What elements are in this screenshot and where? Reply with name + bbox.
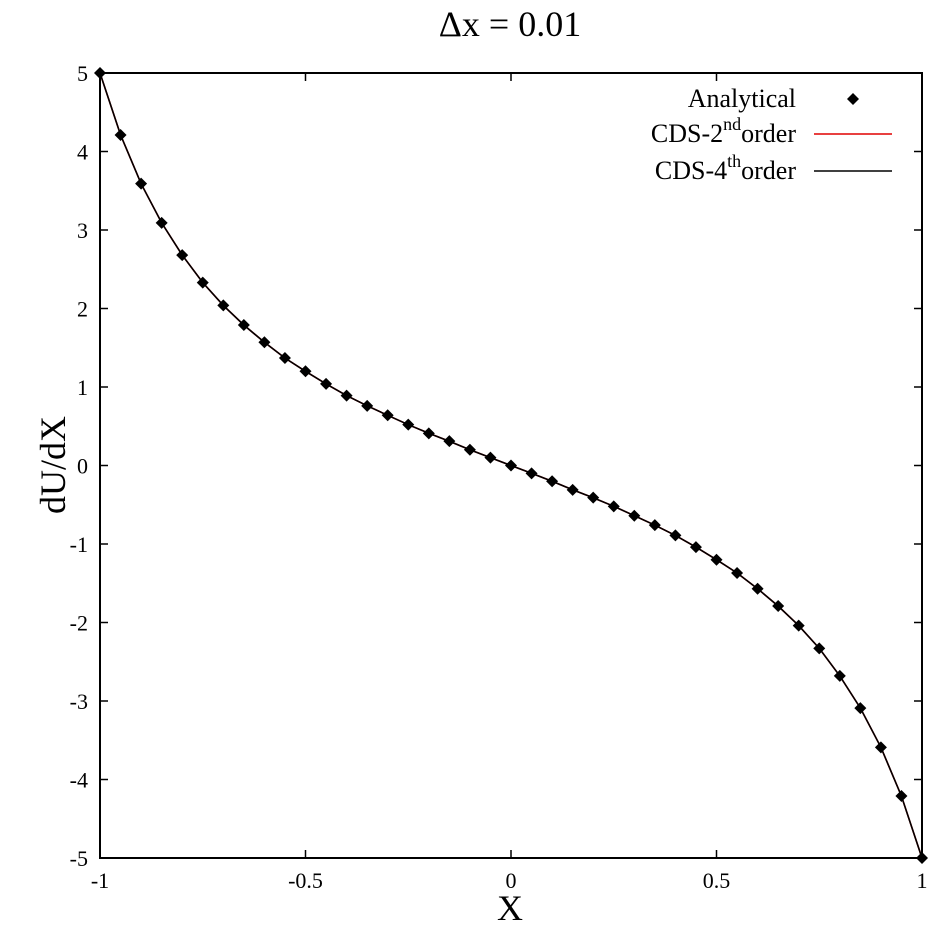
plot-frame — [99, 72, 923, 859]
data-point — [813, 642, 826, 655]
legend-marker — [847, 93, 859, 105]
y-tick-label: 0 — [77, 454, 88, 479]
y-tick-label: 3 — [77, 218, 88, 243]
x-axis-label: X — [497, 888, 523, 928]
data-point — [155, 216, 168, 229]
y-tick-label: -1 — [70, 532, 88, 557]
data-point — [772, 600, 785, 613]
data-point — [237, 318, 250, 331]
data-point — [278, 351, 291, 364]
data-point — [874, 741, 887, 754]
data-point — [669, 529, 682, 542]
data-point — [566, 483, 579, 496]
data-point — [361, 399, 374, 412]
data-point — [381, 409, 394, 422]
legend-label: CDS-4thorder — [655, 151, 796, 185]
data-point — [320, 377, 333, 390]
data-point — [587, 491, 600, 504]
y-tick-label: 5 — [77, 61, 88, 86]
x-tick-label: 1 — [917, 868, 928, 893]
data-point — [135, 177, 148, 190]
chart-title: Δx = 0.01 — [439, 4, 581, 44]
y-axis-label: dU/dX — [33, 416, 73, 514]
data-point — [710, 553, 723, 566]
data-point — [833, 669, 846, 682]
data-point — [299, 365, 312, 378]
data-point — [546, 475, 559, 488]
legend-label: CDS-2ndorder — [651, 114, 796, 148]
data-point — [525, 467, 538, 480]
data-point — [854, 702, 867, 715]
data-point — [340, 389, 353, 402]
data-point — [422, 427, 435, 440]
data-point — [114, 129, 127, 142]
y-tick-label: -2 — [70, 611, 88, 636]
y-tick-label: -5 — [70, 846, 88, 871]
x-tick-label: -0.5 — [288, 868, 323, 893]
y-tick-label: 2 — [77, 297, 88, 322]
data-point — [443, 435, 456, 448]
data-point — [217, 299, 230, 312]
data-point — [792, 619, 805, 632]
data-point — [731, 567, 744, 580]
data-point — [176, 249, 189, 262]
x-tick-label: -1 — [91, 868, 109, 893]
data-point — [689, 541, 702, 554]
y-tick-label: 4 — [77, 140, 88, 165]
y-tick-label: -4 — [70, 768, 88, 793]
legend-label: Analytical — [688, 84, 796, 113]
plot-area — [94, 67, 928, 864]
x-tick-label: 0.5 — [703, 868, 731, 893]
data-point — [607, 500, 620, 513]
data-point — [196, 276, 209, 289]
y-tick-label: -3 — [70, 689, 88, 714]
data-point — [628, 509, 641, 522]
data-point — [751, 582, 764, 595]
data-point — [895, 789, 908, 802]
data-point — [648, 519, 661, 532]
data-point — [484, 451, 497, 464]
x-tick-label: 0 — [506, 868, 517, 893]
data-point — [505, 459, 517, 472]
y-tick-label: 1 — [77, 375, 88, 400]
data-point — [402, 418, 415, 431]
data-point — [258, 336, 271, 349]
data-point — [463, 443, 476, 456]
